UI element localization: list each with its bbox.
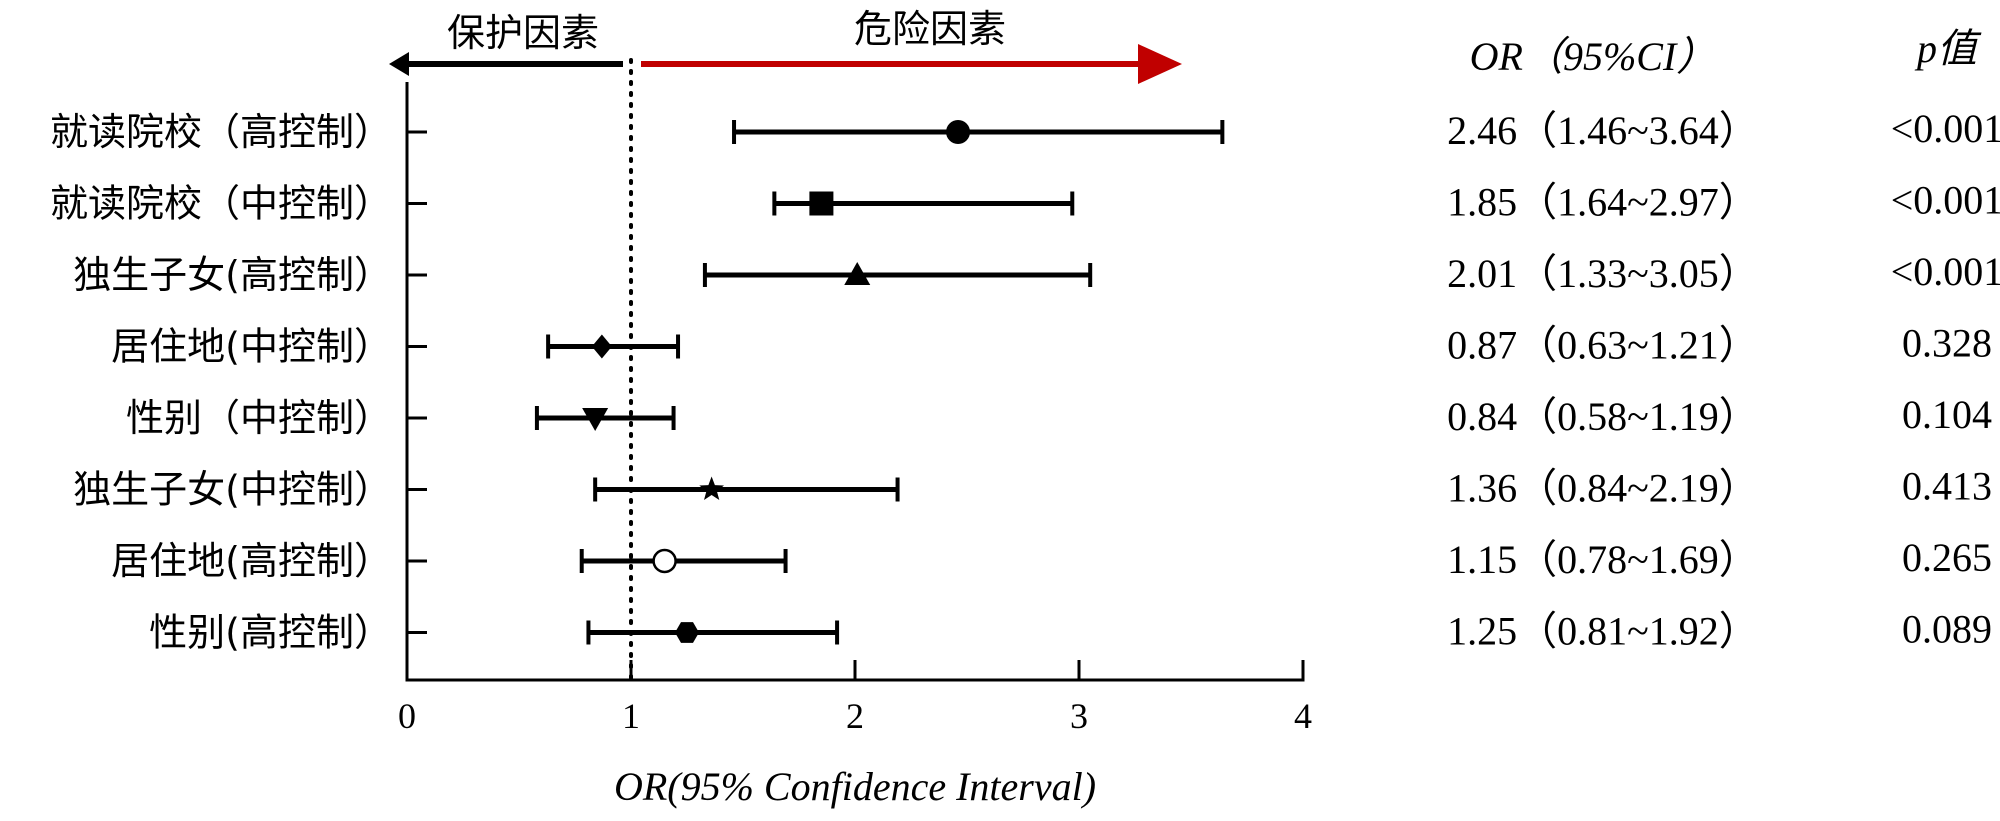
p-value: 0.328 [1902, 321, 1992, 366]
square-filled-marker [809, 191, 834, 216]
star-filled-marker [699, 476, 724, 500]
x-axis-title: OR(95% Confidence Interval) [614, 764, 1096, 809]
row-label: 独生子女(中控制） [73, 468, 392, 512]
forest-rows: 就读院校（高控制） 就读院校（中控制） 独生子女(高控制） 居住地(中控制） 性别（中控… [50, 110, 1225, 655]
p-value: <0.001 [1891, 106, 2000, 151]
forest-row: 性别（中控制） [126, 396, 676, 440]
or-ci-value: 0.84（0.58~1.19） [1447, 394, 1759, 439]
or-ci-value: 2.01（1.33~3.05） [1447, 251, 1759, 296]
or-ci-value: 0.87（0.63~1.21） [1447, 323, 1759, 368]
p-value: 0.104 [1902, 392, 1992, 437]
direction-indicators: 保护因素 危险因素 [389, 7, 1182, 84]
forest-row: 性别(高控制） [149, 611, 840, 655]
x-tick-label: 2 [846, 696, 864, 736]
diamond-filled-marker [591, 334, 612, 359]
or-ci-value: 1.25（0.81~1.92） [1447, 609, 1759, 654]
p-value: 0.089 [1902, 607, 1992, 652]
risk-label: 危险因素 [854, 7, 1006, 51]
row-label: 居住地(中控制） [111, 325, 392, 369]
triangle-up-filled-marker [844, 262, 871, 285]
x-tick-label: 1 [622, 696, 640, 736]
protective-arrow-head [389, 52, 409, 76]
or-ci-value: 1.15（0.78~1.69） [1447, 537, 1759, 582]
or-ci-value: 1.85（1.64~2.97） [1447, 180, 1759, 225]
row-label: 就读院校（高控制） [50, 110, 392, 154]
x-tick-label: 3 [1070, 696, 1088, 736]
circle-filled-marker [946, 120, 971, 144]
x-axis: 0 1 2 3 4 OR(95% Confidence Interval) [398, 58, 1312, 809]
forest-row: 居住地(高控制） [111, 539, 788, 583]
row-label: 独生子女(高控制） [73, 253, 392, 297]
row-label: 居住地(高控制） [111, 539, 392, 583]
p-value: <0.001 [1891, 178, 2000, 223]
forest-row: 就读院校（高控制） [50, 110, 1225, 154]
or-ci-value: 1.36（0.84~2.19） [1447, 466, 1759, 511]
row-label: 就读院校（中控制） [50, 182, 392, 226]
row-label: 性别(高控制） [149, 611, 392, 655]
forest-row: 独生子女(高控制） [73, 253, 1093, 297]
triangle-down-filled-marker [582, 408, 609, 431]
or-ci-value: 2.46（1.46~3.64） [1447, 108, 1759, 153]
x-tick-label: 4 [1294, 696, 1312, 736]
row-label: 性别（中控制） [126, 396, 392, 440]
or-ci-header: OR（95%CI） [1470, 34, 1717, 79]
p-value: 0.413 [1902, 464, 1992, 509]
forest-row: 就读院校（中控制） [50, 182, 1075, 226]
x-tick-label: 0 [398, 696, 416, 736]
protective-label: 保护因素 [447, 11, 599, 55]
hexagon-filled-marker [675, 622, 699, 643]
circle-open-marker [652, 548, 677, 574]
p-value: <0.001 [1891, 249, 2000, 294]
estimate-table: OR（95%CI） p值 2.46（1.46~3.64） <0.001 1.85（1.6… [1447, 26, 2000, 654]
p-value: 0.265 [1902, 535, 1992, 580]
forest-row: 独生子女(中控制） [73, 468, 900, 512]
forest-row: 居住地(中控制） [111, 325, 681, 369]
p-value-header: p值 [1914, 26, 1982, 71]
risk-arrow-head [1138, 44, 1182, 84]
